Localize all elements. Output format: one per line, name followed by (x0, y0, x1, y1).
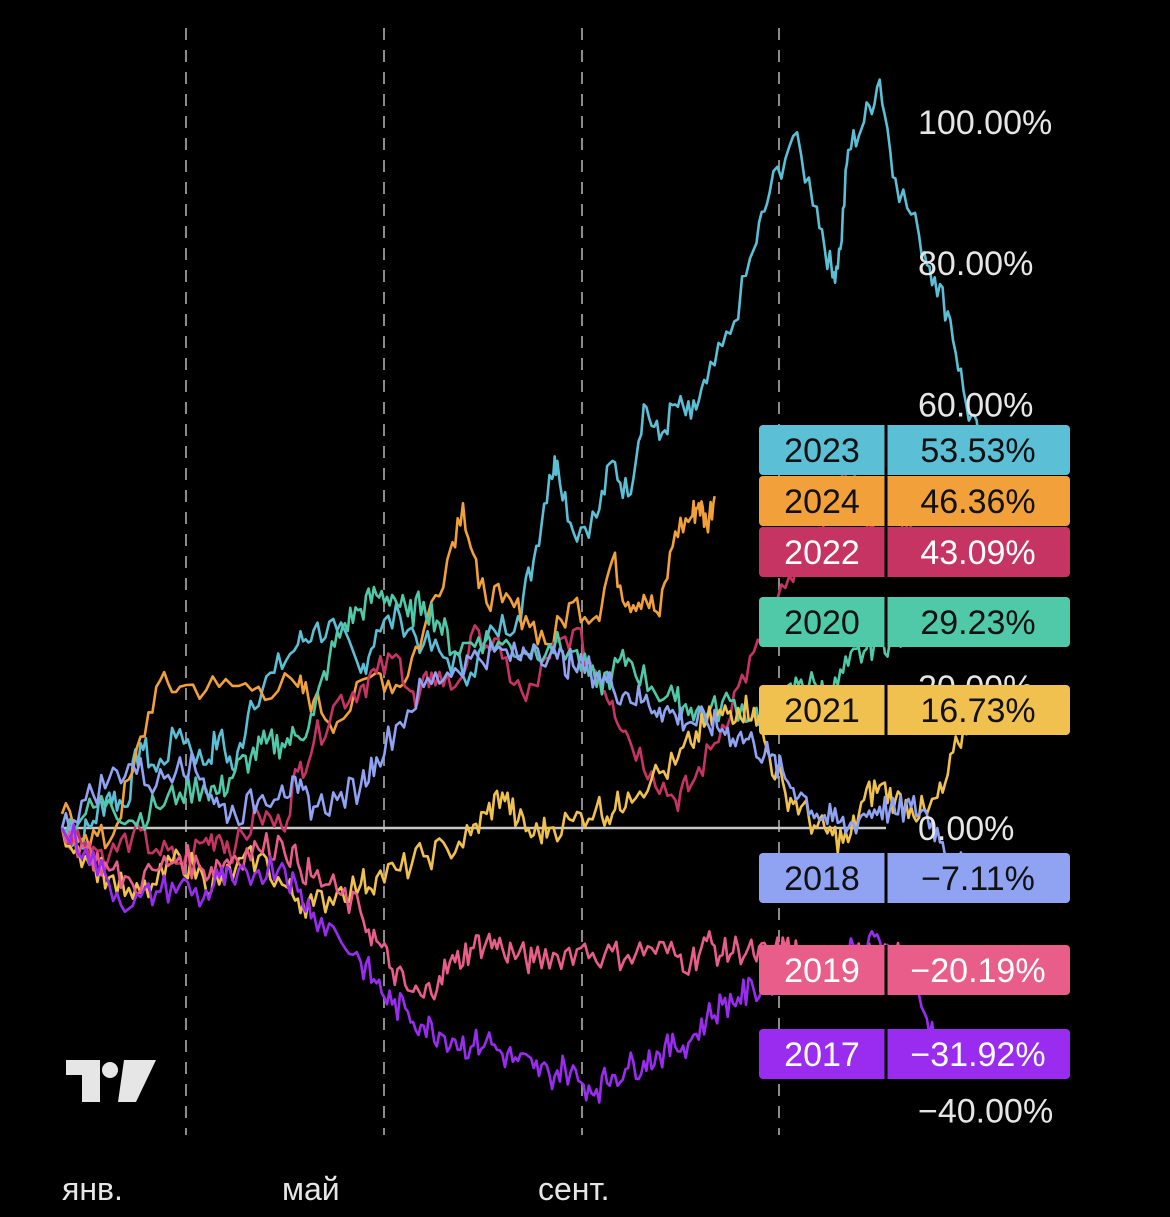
legend-badge-2024: 2024 46.36% (759, 476, 1070, 526)
series-line-2018 (60, 640, 976, 893)
badge-value: 29.23% (920, 604, 1035, 642)
series-line-2020 (60, 585, 913, 837)
badge-value: −7.11% (921, 860, 1035, 898)
legend-badge-2020: 2020 29.23% (759, 597, 1070, 647)
badge-background (759, 476, 1070, 526)
x-tick-label: янв. (62, 1171, 123, 1207)
x-tick-label: май (282, 1171, 340, 1207)
badge-year: 2020 (784, 604, 860, 642)
badge-value: −31.92% (910, 1036, 1045, 1074)
badge-value: −20.19% (910, 952, 1045, 990)
y-axis: 100.00%80.00%60.00%20.00%0.00%−40.00% (918, 104, 1053, 1130)
badge-value: 43.09% (920, 534, 1035, 572)
series-layer (60, 78, 983, 1104)
y-tick-label: −40.00% (918, 1092, 1053, 1130)
legend-badge-2022: 2022 43.09% (759, 527, 1070, 577)
badge-year: 2017 (784, 1036, 860, 1074)
x-tick-label: сент. (538, 1171, 609, 1207)
badge-background (759, 685, 1070, 735)
series-line-2023 (61, 78, 983, 850)
tradingview-logo (66, 1060, 156, 1102)
legend-badge-2017: 2017 −31.92% (759, 1029, 1070, 1079)
badge-year: 2021 (784, 692, 860, 730)
legend-badges: 2023 53.53% 2024 46.36% 2022 43.09% 2020 29.23%… (759, 425, 1070, 1079)
y-tick-label: 100.00% (918, 104, 1052, 142)
y-tick-label: 80.00% (918, 245, 1033, 283)
badge-year: 2023 (784, 432, 860, 470)
badge-background (759, 425, 1070, 475)
x-axis: янв. май сент. (62, 1171, 609, 1207)
legend-badge-2023: 2023 53.53% (759, 425, 1070, 475)
badge-background (759, 1029, 1070, 1079)
badge-year: 2022 (784, 534, 860, 572)
badge-background (759, 527, 1070, 577)
badge-year: 2024 (784, 483, 860, 521)
legend-badge-2019: 2019 −20.19% (759, 945, 1070, 995)
badge-year: 2018 (784, 860, 860, 898)
y-tick-label: 0.00% (918, 810, 1014, 848)
legend-badge-2018: 2018 −7.11% (759, 853, 1070, 903)
legend-badge-2021: 2021 16.73% (759, 685, 1070, 735)
badge-background (759, 597, 1070, 647)
series-line-2024 (60, 495, 716, 850)
badge-background (759, 853, 1070, 903)
y-tick-label: 60.00% (918, 386, 1033, 424)
badge-year: 2019 (784, 952, 860, 990)
badge-value: 46.36% (920, 483, 1035, 521)
badge-background (759, 945, 1070, 995)
badge-value: 16.73% (920, 692, 1035, 730)
badge-value: 53.53% (920, 432, 1035, 470)
